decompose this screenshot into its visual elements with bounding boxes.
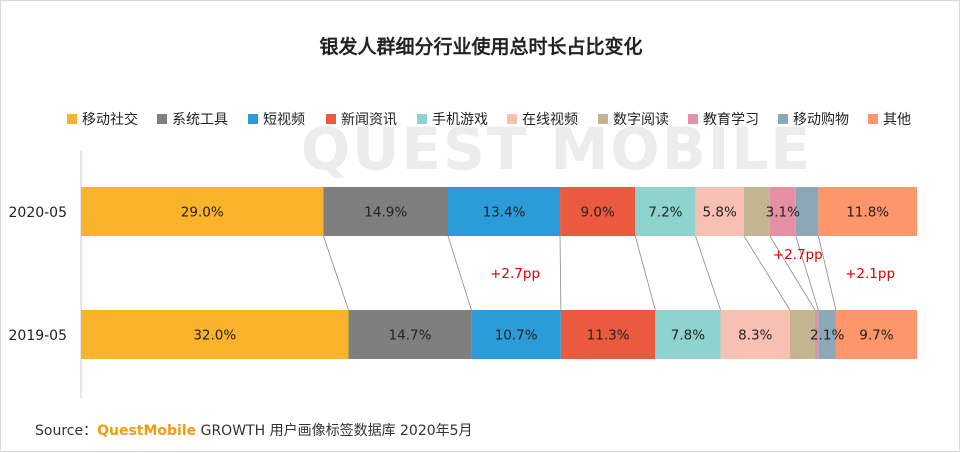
legend-swatch: [326, 114, 336, 124]
bar-segment: [769, 187, 796, 236]
bar-segment: [695, 187, 744, 236]
legend-swatch: [688, 114, 698, 124]
bar-value-label: 13.4%: [483, 205, 526, 221]
source-label: Source：: [35, 423, 98, 439]
bar-segment: [720, 310, 790, 359]
bars: [81, 187, 917, 359]
legend-swatch: [507, 114, 517, 124]
connector-lines: [323, 235, 837, 311]
bar-segment: [448, 187, 561, 236]
legend-label: 移动购物: [793, 112, 849, 128]
bar-value-label: 8.3%: [738, 328, 772, 344]
connector-line: [769, 235, 816, 311]
annotations: +2.7pp +2.7pp +2.1pp: [490, 247, 895, 282]
bar-value-label: 9.7%: [859, 328, 893, 344]
connector-line: [559, 235, 562, 311]
change-annotation: +2.7pp: [773, 247, 823, 263]
connector-line: [695, 235, 721, 311]
category-label: 2019-05: [9, 328, 68, 344]
bar-segment: [471, 310, 561, 359]
bar-value-label: 29.0%: [181, 205, 224, 221]
chart-title: 银发人群细分行业使用总时长占比变化: [319, 35, 642, 58]
legend-swatch: [417, 114, 427, 124]
bar-value-label: 11.8%: [846, 205, 889, 221]
bar-segment: [348, 310, 472, 359]
legend-swatch: [778, 114, 788, 124]
legend-swatch: [248, 114, 258, 124]
bar-segment: [815, 310, 819, 359]
bar-segment: [560, 310, 656, 359]
bar-value-label: 32.0%: [193, 328, 236, 344]
connector-line: [447, 235, 472, 311]
bar-value-label: 14.9%: [364, 205, 407, 221]
legend-label: 系统工具: [172, 112, 228, 128]
source-brand: QuestMobile: [97, 423, 197, 439]
connector-line: [323, 235, 349, 311]
bar-value-label: 11.3%: [587, 328, 630, 344]
legend: 移动社交 系统工具 短视频 新闻资讯 手机游戏 在线视频 数字阅读 教育学习 移动购物 其他: [67, 111, 911, 128]
legend-swatch: [157, 114, 167, 124]
legend-label: 教育学习: [703, 112, 759, 128]
legend-label: 新闻资讯: [341, 112, 397, 128]
legend-swatch: [67, 114, 77, 124]
bar-segment: [818, 187, 917, 236]
bar-value-label: 14.7%: [389, 328, 432, 344]
connector-line: [817, 235, 837, 311]
connector-line: [743, 235, 791, 311]
bar-segment: [81, 310, 349, 359]
bar-segment: [560, 187, 636, 236]
legend-label: 其他: [883, 112, 911, 128]
bar-value-label: 2.1%: [810, 328, 844, 344]
change-annotation: +2.1pp: [845, 266, 895, 282]
bar-value-label: 3.1%: [766, 205, 800, 221]
legend-swatch: [598, 114, 608, 124]
legend-label: 在线视频: [522, 112, 578, 128]
legend-label: 数字阅读: [613, 111, 669, 128]
legend-swatch: [868, 114, 878, 124]
bar-segment: [789, 310, 816, 359]
bar-segment: [795, 187, 819, 236]
bar-value-label: 5.8%: [703, 205, 737, 221]
bar-value-label: 10.7%: [495, 328, 538, 344]
source-note: Source：QuestMobile GROWTH 用户画像标签数据库 2020…: [35, 420, 473, 440]
value-labels: 29.0% 14.9% 13.4% 9.0% 7.2% 5.8% 3.1% 11.8% 32.0…: [181, 205, 894, 344]
category-label: 2020-05: [9, 205, 68, 221]
bar-segment: [635, 187, 696, 236]
legend-label: 移动社交: [82, 111, 138, 128]
bar-segment: [323, 187, 449, 236]
change-annotation: +2.7pp: [490, 266, 540, 282]
bar-value-label: 7.8%: [671, 328, 705, 344]
bar-value-label: 9.0%: [580, 205, 614, 221]
watermark: QUEST MOBILE: [301, 115, 812, 183]
connector-line: [634, 235, 656, 311]
bar-segment: [81, 187, 324, 236]
legend-label: 短视频: [263, 112, 305, 128]
connector-line: [795, 235, 819, 311]
bar-segment: [835, 310, 917, 359]
bar-segment: [818, 310, 836, 359]
category-labels: 2020-05 2019-05: [9, 205, 68, 344]
bar-segment: [655, 310, 721, 359]
legend-label: 手机游戏: [432, 112, 488, 128]
source-text: GROWTH 用户画像标签数据库 2020年5月: [196, 423, 473, 439]
bar-segment: [743, 187, 770, 236]
bar-value-label: 7.2%: [648, 205, 682, 221]
